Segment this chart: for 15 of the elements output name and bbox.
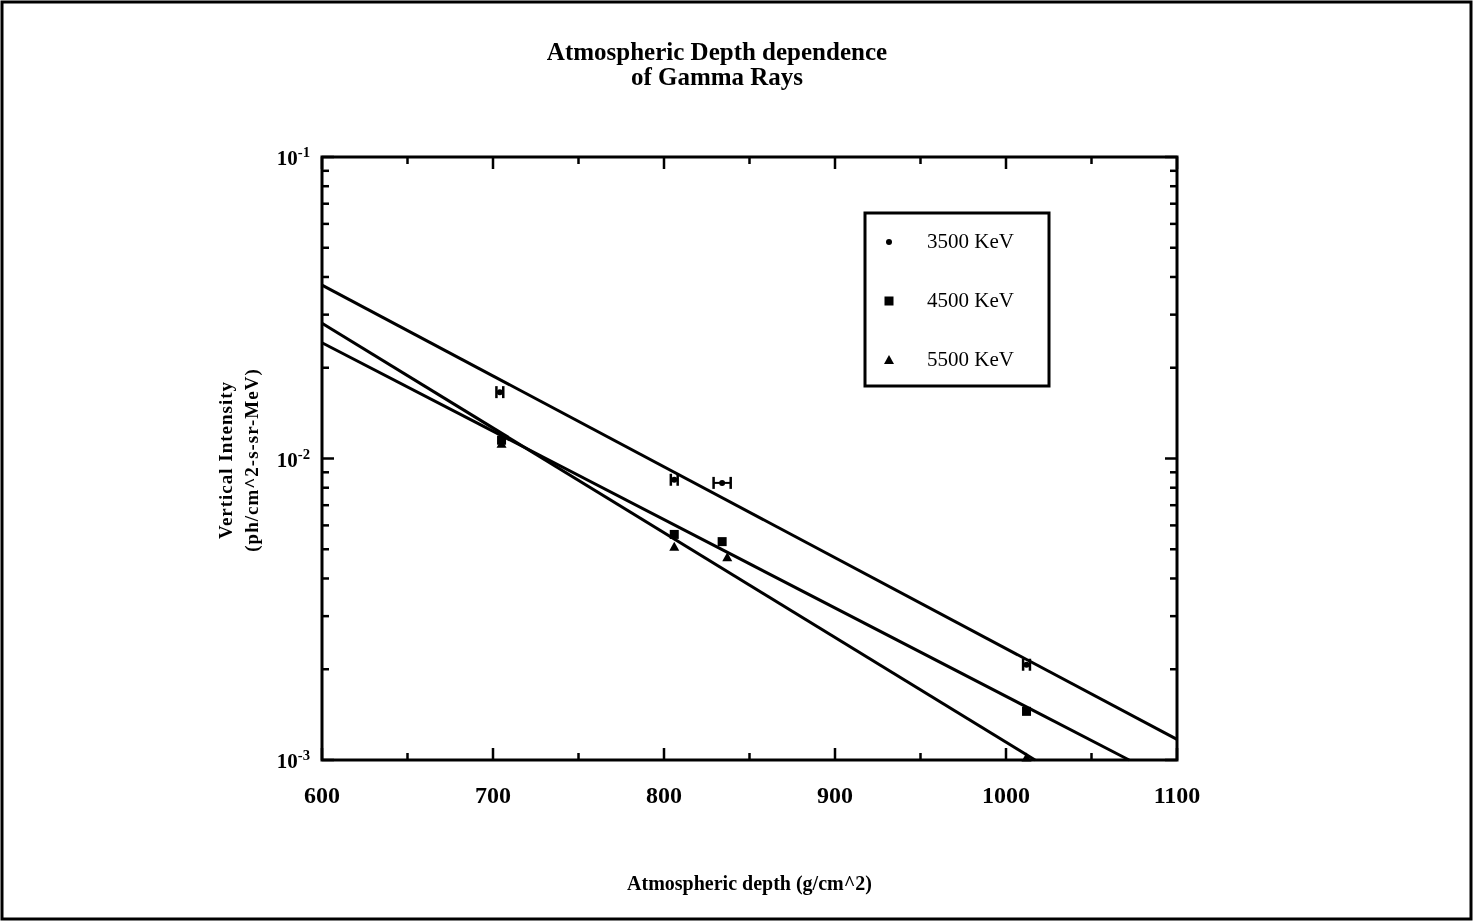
- x-tick-label: 700: [475, 782, 511, 808]
- x-tick-label: 800: [646, 782, 682, 808]
- y-tick-label: 10$^{-1}$: [276, 144, 310, 170]
- y-axis-title: Vertical Intensity (ph/cm^2-s-sr-MeV): [215, 368, 263, 552]
- chart-title: Atmospheric Depth dependence of Gamma Rays: [546, 38, 888, 90]
- x-tick-label: 900: [817, 782, 853, 808]
- y-tick-label: 10$^{-2}$: [276, 445, 310, 472]
- x-tick-label: 600: [304, 782, 340, 808]
- legend-label: 4500 KeV: [927, 288, 1014, 312]
- y-tick-label: 10$^{-3}$: [276, 747, 310, 773]
- x-axis-title: Atmospheric depth (g/cm^2): [627, 872, 872, 895]
- legend-label: 5500 KeV: [927, 347, 1014, 371]
- x-tick-label: 1000: [982, 782, 1030, 808]
- legend-label: 3500 KeV: [927, 229, 1014, 253]
- x-tick-label: 1100: [1153, 782, 1201, 808]
